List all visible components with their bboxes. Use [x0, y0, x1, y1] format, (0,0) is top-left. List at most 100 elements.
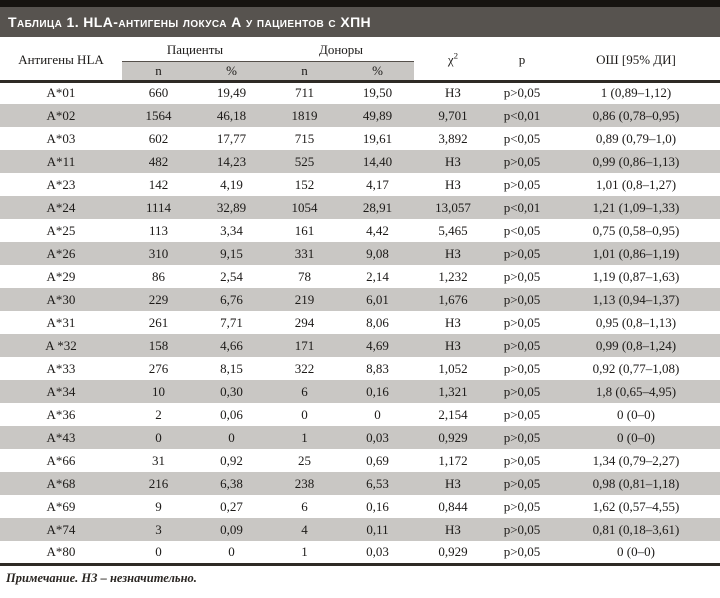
- cell-donors-percent: 4,17: [366, 176, 389, 192]
- cell-p-value: p>0,05: [503, 521, 541, 537]
- cell-chi-squared: 13,057: [435, 199, 471, 215]
- table-row: A*69 9 0,27 6 0,16 0,844 p>0,05 1,62 (0,…: [0, 495, 720, 518]
- cell-patients-n: 3: [155, 521, 162, 537]
- cell-odds-ratio: 1,62 (0,57–4,55): [592, 498, 680, 514]
- cell-chi-squared: 0,844: [438, 498, 468, 514]
- subheader-patients-n: n: [122, 61, 195, 83]
- cell-chi-squared: 9,701: [438, 107, 468, 123]
- cell-donors-percent: 4,42: [366, 222, 389, 238]
- cell-patients-n: 229: [148, 291, 169, 307]
- cell-patients-n: 1114: [145, 199, 172, 215]
- table-body: A*01 660 19,49 711 19,50 НЗ p>0,05 1 (0,…: [0, 81, 720, 566]
- cell-donors-n: 4: [301, 521, 308, 537]
- table-row: A*31 261 7,71 294 8,06 НЗ p>0,05 0,95 (0…: [0, 311, 720, 334]
- cell-odds-ratio: 1,13 (0,94–1,37): [592, 291, 680, 307]
- cell-patients-percent: 7,71: [220, 314, 243, 330]
- cell-donors-n: 152: [294, 176, 315, 192]
- cell-donors-n: 161: [294, 222, 315, 238]
- cell-odds-ratio: 0 (0–0): [617, 406, 655, 422]
- cell-patients-percent: 17,77: [216, 130, 247, 146]
- chi-symbol: χ: [447, 51, 454, 67]
- cell-patients-n: 113: [148, 222, 169, 238]
- header-row-subcolumns: n % n %: [0, 61, 720, 83]
- cell-donors-n: 6: [301, 498, 308, 514]
- cell-donors-percent: 0,69: [366, 452, 389, 468]
- cell-antigen: A *32: [45, 337, 77, 353]
- cell-odds-ratio: 0,86 (0,78–0,95): [592, 107, 680, 123]
- table-footnote: Примечание. НЗ – незначительно.: [6, 570, 197, 585]
- cell-chi-squared: НЗ: [445, 85, 461, 101]
- cell-patients-percent: 6,76: [220, 291, 243, 307]
- cell-odds-ratio: 0,81 (0,18–3,61): [592, 521, 680, 537]
- cell-p-value: p>0,05: [503, 383, 541, 399]
- cell-odds-ratio: 1,19 (0,87–1,63): [592, 268, 680, 284]
- cell-odds-ratio: 0,99 (0,86–1,13): [592, 153, 680, 169]
- cell-patients-percent: 4,19: [220, 176, 243, 192]
- cell-patients-percent: 9,15: [220, 245, 243, 261]
- cell-donors-percent: 19,50: [362, 85, 393, 101]
- cell-patients-percent: 0,92: [220, 452, 243, 468]
- subheader-donors-n: n: [268, 61, 341, 83]
- cell-donors-n: 331: [294, 245, 315, 261]
- table-row: A*30 229 6,76 219 6,01 1,676 p>0,05 1,13…: [0, 288, 720, 311]
- cell-patients-n: 0: [155, 429, 162, 445]
- cell-donors-n: 0: [301, 406, 308, 422]
- cell-chi-squared: НЗ: [445, 521, 461, 537]
- cell-p-value: p>0,05: [503, 406, 541, 422]
- cell-patients-n: 276: [148, 360, 169, 376]
- column-header-patients-group: Пациенты: [122, 37, 268, 62]
- cell-patients-n: 31: [152, 452, 165, 468]
- cell-chi-squared: 3,892: [438, 130, 468, 146]
- cell-antigen: A*30: [46, 291, 76, 307]
- cell-chi-squared: 0,929: [438, 429, 468, 445]
- table-row: A *32 158 4,66 171 4,69 НЗ p>0,05 0,99 (…: [0, 334, 720, 357]
- cell-donors-n: 1054: [291, 199, 318, 215]
- table-row: A*43 0 0 1 0,03 0,929 p>0,05 0 (0–0): [0, 426, 720, 449]
- cell-p-value: p>0,05: [503, 498, 541, 514]
- cell-patients-n: 482: [148, 153, 169, 169]
- cell-antigen: A*29: [46, 268, 76, 284]
- cell-donors-n: 711: [294, 85, 315, 101]
- cell-p-value: p>0,05: [503, 360, 541, 376]
- table-row: A*80 0 0 1 0,03 0,929 p>0,05 0 (0–0): [0, 541, 720, 566]
- cell-patients-n: 216: [148, 475, 169, 491]
- cell-p-value: p>0,05: [503, 429, 541, 445]
- cell-patients-percent: 2,54: [220, 268, 243, 284]
- cell-odds-ratio: 0,89 (0,79–1,0): [595, 130, 677, 146]
- cell-odds-ratio: 0,95 (0,8–1,13): [595, 314, 677, 330]
- cell-p-value: p>0,05: [503, 452, 541, 468]
- cell-p-value: p>0,05: [503, 268, 541, 284]
- column-header-donors-group: Доноры: [268, 37, 414, 62]
- cell-patients-percent: 32,89: [216, 199, 247, 215]
- cell-donors-n: 322: [294, 360, 315, 376]
- top-border-strip: [0, 0, 720, 7]
- column-header-p-value: p: [492, 37, 552, 83]
- cell-antigen: A*43: [46, 429, 76, 445]
- cell-chi-squared: НЗ: [445, 153, 461, 169]
- table-row: A*66 31 0,92 25 0,69 1,172 p>0,05 1,34 (…: [0, 449, 720, 472]
- cell-antigen: A*24: [46, 199, 76, 215]
- cell-antigen: A*69: [46, 498, 76, 514]
- table-row: A*03 602 17,77 715 19,61 3,892 p<0,05 0,…: [0, 127, 720, 150]
- cell-odds-ratio: 0,99 (0,8–1,24): [595, 337, 677, 353]
- cell-antigen: A*36: [46, 406, 76, 422]
- cell-patients-n: 142: [148, 176, 169, 192]
- cell-patients-percent: 0,06: [220, 406, 243, 422]
- cell-donors-percent: 2,14: [366, 268, 389, 284]
- cell-odds-ratio: 0,92 (0,77–1,08): [592, 360, 680, 376]
- cell-patients-n: 10: [152, 383, 165, 399]
- cell-patients-percent: 0: [195, 541, 268, 566]
- cell-donors-percent: 0,03: [341, 541, 414, 566]
- table-row: A*29 86 2,54 78 2,14 1,232 p>0,05 1,19 (…: [0, 265, 720, 288]
- cell-donors-n: 6: [301, 383, 308, 399]
- cell-patients-percent: 4,66: [220, 337, 243, 353]
- cell-donors-percent: 8,83: [366, 360, 389, 376]
- hla-antigens-table: Антигены HLA Пациенты Доноры χ2 p ОШ [95…: [0, 37, 720, 566]
- header-row-groups: Антигены HLA Пациенты Доноры χ2 p ОШ [95…: [0, 37, 720, 83]
- cell-antigen: A*68: [46, 475, 76, 491]
- cell-donors-n: 294: [294, 314, 315, 330]
- cell-donors-percent: 28,91: [362, 199, 393, 215]
- table-row: A*34 10 0,30 6 0,16 1,321 p>0,05 1,8 (0,…: [0, 380, 720, 403]
- cell-donors-percent: 49,89: [362, 107, 393, 123]
